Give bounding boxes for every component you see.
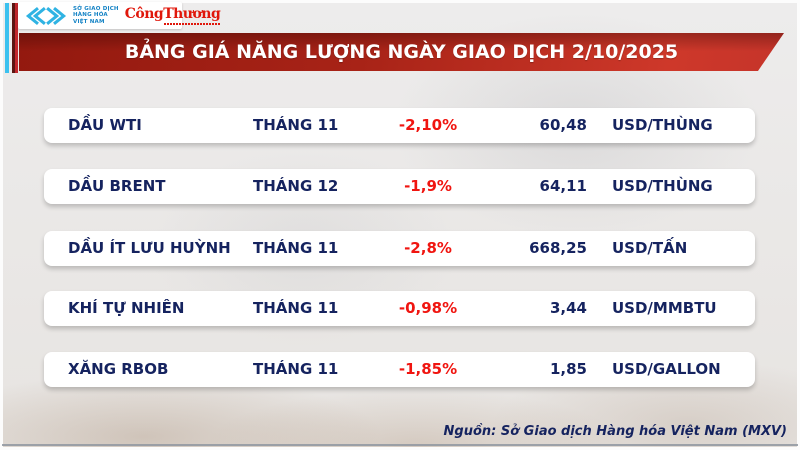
table-row: XĂNG RBOB THÁNG 11 -1,85% 1,85 USD/GALLO… bbox=[44, 352, 755, 387]
price-unit: USD/TẤN bbox=[612, 239, 688, 257]
change-percent: -0,98% bbox=[398, 299, 458, 317]
table-row: DẦU BRENT THÁNG 12 -1,9% 64,11 USD/THÙNG bbox=[44, 169, 755, 204]
price-value: 1,85 bbox=[549, 360, 587, 378]
change-percent: -1,85% bbox=[398, 360, 458, 378]
decor-stripe-red bbox=[15, 3, 18, 73]
change-percent: -1,9% bbox=[404, 177, 452, 195]
commodity-name: DẦU ÍT LƯU HUỲNH bbox=[68, 239, 231, 257]
decor-stripe-maroon bbox=[12, 3, 15, 73]
congthuong-logo-text: CôngThương bbox=[124, 5, 221, 22]
commodity-name: XĂNG RBOB bbox=[68, 360, 169, 378]
commodity-name: DẦU WTI bbox=[68, 116, 142, 134]
contract-month: THÁNG 11 bbox=[253, 299, 339, 317]
price-value: 64,11 bbox=[539, 177, 587, 195]
contract-month: THÁNG 11 bbox=[253, 116, 339, 134]
table-row: DẦU WTI THÁNG 11 -2,10% 60,48 USD/THÙNG bbox=[44, 108, 755, 143]
mxv-logo-line: HÀNG HÓA bbox=[73, 12, 108, 19]
congthuong-tagline-strip bbox=[164, 22, 221, 25]
mxv-logo-line: VIỆT NAM bbox=[73, 18, 105, 25]
source-note: Nguồn: Sở Giao dịch Hàng hóa Việt Nam (M… bbox=[443, 424, 787, 439]
price-unit: USD/MMBTU bbox=[612, 299, 717, 317]
price-unit: USD/THÙNG bbox=[612, 177, 713, 195]
price-unit: USD/GALLON bbox=[612, 360, 721, 378]
mxv-chevrons-icon bbox=[25, 6, 67, 25]
contract-month: THÁNG 11 bbox=[253, 239, 339, 257]
title-banner: BẢNG GIÁ NĂNG LƯỢNG NGÀY GIAO DỊCH 2/10/… bbox=[19, 33, 784, 71]
page-title: BẢNG GIÁ NĂNG LƯỢNG NGÀY GIAO DỊCH 2/10/… bbox=[124, 41, 679, 63]
mxv-logo-line: SỞ GIAO DỊCH bbox=[73, 5, 119, 12]
contract-month: THÁNG 12 bbox=[253, 177, 339, 195]
change-percent: -2,8% bbox=[404, 239, 452, 257]
table-row: KHÍ TỰ NHIÊN THÁNG 11 -0,98% 3,44 USD/MM… bbox=[44, 291, 755, 326]
congthuong-logo: CôngThương bbox=[125, 7, 221, 25]
price-value: 3,44 bbox=[549, 299, 587, 317]
price-value: 60,48 bbox=[539, 116, 587, 134]
commodity-name: KHÍ TỰ NHIÊN bbox=[68, 299, 185, 317]
price-value: 668,25 bbox=[529, 239, 587, 257]
bottom-border bbox=[2, 444, 798, 446]
table-row: DẦU ÍT LƯU HUỲNH THÁNG 11 -2,8% 668,25 U… bbox=[44, 231, 755, 266]
commodity-name: DẦU BRENT bbox=[68, 177, 166, 195]
publisher-logos: SỞ GIAO DỊCH HÀNG HÓA VIỆT NAM CôngThươn… bbox=[18, 2, 221, 29]
mxv-logo-text: SỞ GIAO DỊCH HÀNG HÓA VIỆT NAM bbox=[73, 6, 119, 26]
decor-stripe-cyan bbox=[5, 3, 9, 73]
price-unit: USD/THÙNG bbox=[612, 116, 713, 134]
change-percent: -2,10% bbox=[398, 116, 458, 134]
contract-month: THÁNG 11 bbox=[253, 360, 339, 378]
